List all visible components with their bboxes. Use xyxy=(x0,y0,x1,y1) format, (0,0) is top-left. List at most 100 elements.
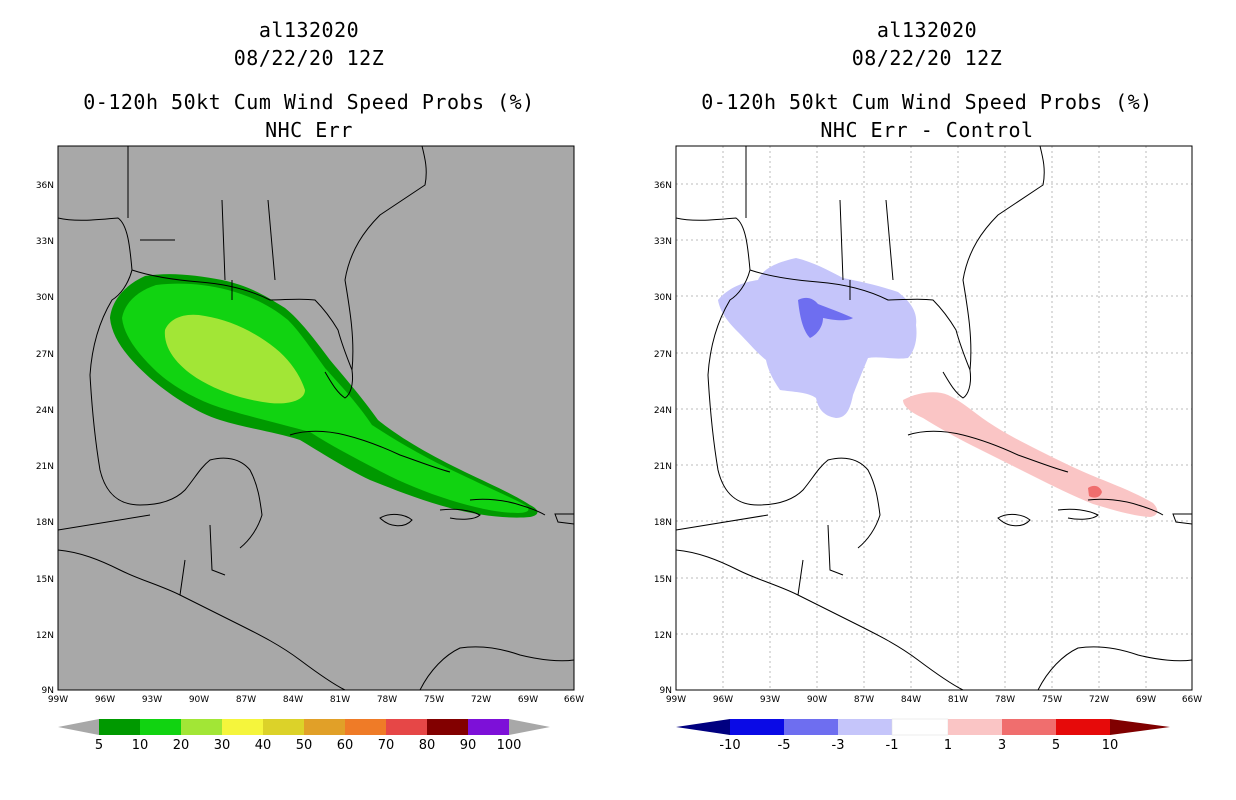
diff-area-pos1 xyxy=(903,392,1158,517)
lat-label: 9N xyxy=(42,686,54,696)
lon-label: 90W xyxy=(807,695,827,705)
lon-label: 99W xyxy=(48,695,68,705)
lon-label: 72W xyxy=(1089,695,1109,705)
lon-label: 93W xyxy=(760,695,780,705)
lat-label: 36N xyxy=(654,181,672,191)
lon-label: 69W xyxy=(1136,695,1156,705)
lat-label: 33N xyxy=(36,237,54,247)
init-time: 08/22/20 12Z xyxy=(851,46,1003,70)
colorbar-swatch xyxy=(948,719,1002,735)
lat-label: 33N xyxy=(654,237,672,247)
colorbar-label: 5 xyxy=(1052,738,1060,753)
storm-id: al132020 xyxy=(258,18,360,42)
colorbar-arrow-low xyxy=(58,719,99,735)
lat-axis: 9N 12N 15N 18N 21N 24N 27N 30N 33N 36N xyxy=(36,181,54,696)
lat-label: 21N xyxy=(36,462,54,472)
colorbar-label: 1 xyxy=(944,738,952,753)
colorbar-label: 20 xyxy=(173,738,190,753)
colorbar-swatch xyxy=(730,719,784,735)
colorbar-arrow-low xyxy=(676,719,730,735)
map-frame xyxy=(675,145,1193,691)
right-panel: al132020 08/22/20 12Z 0-120h 50kt Cum Wi… xyxy=(618,0,1236,800)
colorbar-swatch xyxy=(263,719,304,735)
diff-area-pos3 xyxy=(1088,485,1102,498)
colorbar-label: 70 xyxy=(378,738,395,753)
colorbar-swatch xyxy=(838,719,892,735)
left-map-svg: 99W 96W 93W 90W 87W 84W 81W 78W 75W 72W … xyxy=(36,145,584,753)
colorbar-swatch xyxy=(181,719,222,735)
colorbar-label: 10 xyxy=(132,738,149,753)
prob-area-20 xyxy=(164,314,305,404)
lat-label: 36N xyxy=(36,181,54,191)
lon-axis: 99W 96W 93W 90W 87W 84W 81W 78W 75W 72W … xyxy=(666,695,1202,705)
coastlines xyxy=(58,146,574,690)
colorbar: 5 10 20 30 40 50 60 70 80 90 100 xyxy=(58,719,550,753)
colorbar-swatch xyxy=(891,718,949,736)
colorbar-label: 50 xyxy=(296,738,313,753)
colorbar-label: 80 xyxy=(419,738,436,753)
lon-label: 66W xyxy=(1182,695,1202,705)
colorbar-label: 10 xyxy=(1102,738,1119,753)
lat-label: 30N xyxy=(36,293,54,303)
colorbar-swatch xyxy=(784,719,838,735)
product-title: 0-120h 50kt Cum Wind Speed Probs (%) xyxy=(83,90,535,114)
diff-area-neg1 xyxy=(718,258,917,418)
lat-axis: 9N 12N 15N 18N 21N 24N 27N 30N 33N 36N xyxy=(654,181,672,696)
coastlines xyxy=(676,146,1192,690)
lon-label: 87W xyxy=(236,695,256,705)
colorbar-swatch xyxy=(99,719,140,735)
lat-label: 15N xyxy=(36,575,54,585)
lon-label: 84W xyxy=(283,695,303,705)
product-title: 0-120h 50kt Cum Wind Speed Probs (%) xyxy=(701,90,1153,114)
lat-label: 24N xyxy=(36,406,54,416)
colorbar-swatch xyxy=(1002,719,1056,735)
lon-label: 90W xyxy=(189,695,209,705)
lon-label: 81W xyxy=(948,695,968,705)
colorbar-arrow-high xyxy=(1110,719,1170,735)
lat-label: 15N xyxy=(654,575,672,585)
colorbar-swatch xyxy=(468,719,509,735)
lon-label: 87W xyxy=(854,695,874,705)
colorbar-arrow-high xyxy=(509,719,550,735)
colorbar-label: 40 xyxy=(255,738,272,753)
colorbar-label: 30 xyxy=(214,738,231,753)
lat-label: 12N xyxy=(654,631,672,641)
colorbar-label: 3 xyxy=(998,738,1006,753)
diff-area-neg3 xyxy=(798,297,853,338)
colorbar-swatch xyxy=(1056,719,1110,735)
colorbar-swatch xyxy=(345,719,386,735)
map-frame xyxy=(57,145,575,691)
lon-label: 93W xyxy=(142,695,162,705)
colorbar-label: -3 xyxy=(832,738,845,753)
colorbar: -10 -5 -3 -1 1 3 5 10 xyxy=(676,718,1170,753)
lon-label: 84W xyxy=(901,695,921,705)
colorbar-swatch xyxy=(140,719,181,735)
lat-label: 12N xyxy=(36,631,54,641)
lat-label: 18N xyxy=(36,518,54,528)
left-panel: al132020 08/22/20 12Z 0-120h 50kt Cum Wi… xyxy=(36,18,584,753)
colorbar-label: 90 xyxy=(460,738,477,753)
right-map-svg: 99W 96W 93W 90W 87W 84W 81W 78W 75W 72W … xyxy=(654,145,1202,753)
lat-label: 24N xyxy=(654,406,672,416)
colorbar-label: -10 xyxy=(719,738,740,753)
storm-id: al132020 xyxy=(876,18,978,42)
colorbar-label: 60 xyxy=(337,738,354,753)
init-time: 08/22/20 12Z xyxy=(233,46,385,70)
lat-label: 27N xyxy=(36,350,54,360)
lat-label: 9N xyxy=(660,686,672,696)
colorbar-swatch xyxy=(427,719,468,735)
colorbar-swatch xyxy=(386,719,427,735)
subtitle: NHC Err - Control xyxy=(820,118,1034,142)
lon-axis: 99W 96W 93W 90W 87W 84W 81W 78W 75W 72W … xyxy=(48,695,584,705)
subtitle: NHC Err xyxy=(265,118,353,142)
colorbar-label: 5 xyxy=(95,738,103,753)
lat-label: 21N xyxy=(654,462,672,472)
lon-label: 81W xyxy=(330,695,350,705)
lon-label: 96W xyxy=(95,695,115,705)
lon-label: 69W xyxy=(518,695,538,705)
lon-label: 99W xyxy=(666,695,686,705)
colorbar-swatch xyxy=(222,719,263,735)
colorbar-label: -1 xyxy=(886,738,899,753)
colorbar-label: -5 xyxy=(778,738,791,753)
lon-label: 75W xyxy=(1042,695,1062,705)
